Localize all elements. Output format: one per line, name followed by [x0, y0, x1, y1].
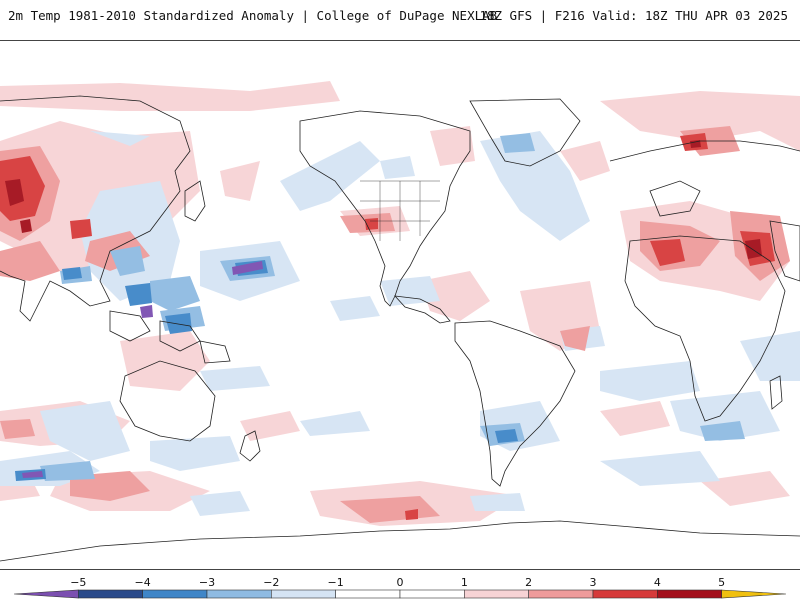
- colorbar-tick-label: 0: [396, 576, 404, 589]
- colorbar-bin: [335, 589, 401, 599]
- anomaly-shading: [0, 81, 800, 526]
- colorbar-bin: [206, 589, 272, 599]
- colorbar-bin: [271, 589, 336, 599]
- colorbar-tick-label: −2: [263, 576, 280, 589]
- anomaly-map: [0, 40, 800, 570]
- colorbar-bin: [464, 589, 529, 599]
- colorbar-bin: [657, 589, 722, 599]
- model-run-info: 18Z GFS | F216 Valid: 18Z THU APR 03 202…: [479, 8, 788, 23]
- colorbar-tick-label: 2: [525, 576, 533, 589]
- map-title: 2m Temp 1981-2010 Standardized Anomaly |…: [8, 8, 498, 23]
- colorbar: −5 −4 −3 −2 −1 0 1 2 3 4 5: [0, 570, 800, 600]
- coastlines: [0, 95, 800, 562]
- colorbar-tick-label: 1: [460, 576, 468, 589]
- colorbar-tick-label: −1: [327, 576, 344, 589]
- colorbar-tick-label: 4: [653, 576, 661, 589]
- colorbar-bin: [592, 589, 658, 599]
- colorbar-tick-label: −5: [70, 576, 87, 589]
- colorbar-bin: [399, 589, 465, 599]
- header: 2m Temp 1981-2010 Standardized Anomaly |…: [0, 0, 800, 34]
- colorbar-bin: [142, 589, 208, 599]
- colorbar-bin: [13, 589, 79, 599]
- colorbar-tick-label: −3: [198, 576, 216, 589]
- state-borders: [360, 180, 440, 241]
- colorbar-tick-label: 5: [718, 576, 726, 589]
- colorbar-bin: [528, 589, 594, 599]
- colorbar-scale: [13, 589, 787, 599]
- colorbar-tick-label: 3: [589, 576, 597, 589]
- colorbar-tick-label: −4: [134, 576, 151, 589]
- colorbar-bin: [721, 589, 787, 599]
- colorbar-bin: [78, 589, 143, 599]
